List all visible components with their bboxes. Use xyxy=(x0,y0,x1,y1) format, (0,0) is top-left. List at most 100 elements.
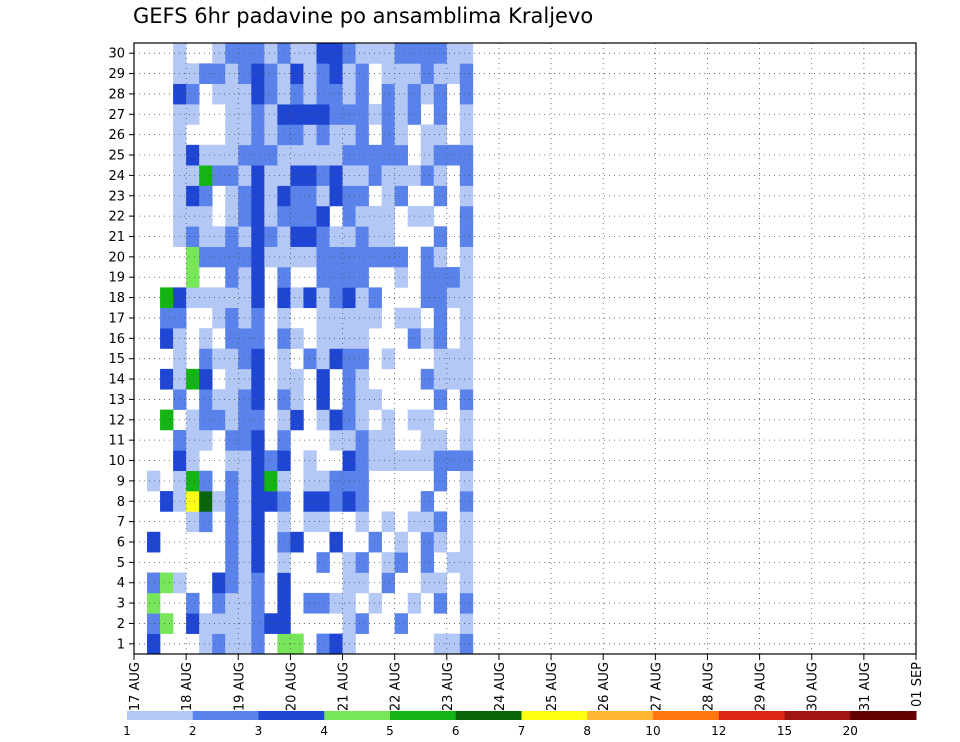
heatmap-cell xyxy=(199,348,213,370)
heatmap-cell xyxy=(212,592,226,614)
heatmap-cell xyxy=(420,63,435,85)
heatmap-cell xyxy=(420,287,435,309)
heatmap-cell xyxy=(329,185,343,207)
heatmap-cell xyxy=(329,592,343,614)
y-tick-label: 16 xyxy=(108,332,125,347)
heatmap-cell xyxy=(433,165,448,186)
heatmap-cell xyxy=(446,287,461,309)
heatmap-cell xyxy=(355,572,369,594)
heatmap-cell xyxy=(186,185,200,207)
heatmap-cell xyxy=(433,185,448,207)
heatmap-cell xyxy=(147,613,161,634)
heatmap-cell xyxy=(433,429,448,451)
colorbar-swatch xyxy=(192,711,259,720)
heatmap-cell xyxy=(225,633,239,655)
heatmap-cell xyxy=(459,531,474,553)
heatmap-cell xyxy=(225,613,239,634)
heatmap-cell xyxy=(212,613,226,634)
heatmap-cell xyxy=(264,104,278,125)
heatmap-cell xyxy=(186,592,200,614)
heatmap-cell xyxy=(355,429,369,451)
heatmap-cell xyxy=(433,450,448,471)
x-tick-label: 30 AUG xyxy=(806,662,821,711)
heatmap-cell xyxy=(394,124,408,146)
x-tick-label: 19 AUG xyxy=(232,662,247,711)
heatmap-cell xyxy=(381,144,395,166)
heatmap-cell xyxy=(264,43,278,64)
heatmap-cell xyxy=(459,43,474,64)
heatmap-cell xyxy=(381,450,395,471)
y-tick-label: 20 xyxy=(108,250,125,265)
heatmap-cell xyxy=(264,246,278,268)
heatmap-cell xyxy=(225,144,239,166)
heatmap-cell xyxy=(186,267,200,288)
heatmap-cell xyxy=(264,226,278,247)
heatmap-cell xyxy=(264,165,278,186)
heatmap-cell xyxy=(355,205,369,227)
heatmap-cell xyxy=(381,63,395,85)
heatmap-cell xyxy=(329,124,343,146)
heatmap-cell xyxy=(225,226,239,247)
y-tick-label: 10 xyxy=(108,454,125,469)
heatmap-cell xyxy=(290,246,304,268)
heatmap-cell xyxy=(433,592,448,614)
x-tick-label: 27 AUG xyxy=(649,662,664,711)
heatmap-cell xyxy=(316,165,330,186)
heatmap-cell xyxy=(316,104,330,125)
heatmap-cell xyxy=(420,165,435,186)
heatmap-cell xyxy=(459,552,474,573)
y-tick-label: 12 xyxy=(108,413,125,428)
chart-title: GEFS 6hr padavine po ansamblima Kraljevo xyxy=(133,4,594,28)
heatmap-cell xyxy=(212,389,226,410)
heatmap-cell xyxy=(199,633,213,655)
heatmap-cell xyxy=(186,287,200,309)
heatmap-cell xyxy=(459,104,474,125)
heatmap-cell xyxy=(251,389,265,410)
heatmap-cell xyxy=(303,165,317,186)
heatmap-cell xyxy=(459,592,474,614)
heatmap-cell xyxy=(355,63,369,85)
heatmap-cell xyxy=(251,43,265,64)
heatmap-cell xyxy=(329,470,343,492)
heatmap-cell xyxy=(316,43,330,64)
heatmap-cell xyxy=(433,226,448,247)
heatmap-cell xyxy=(355,43,369,64)
heatmap-cell xyxy=(290,409,304,431)
heatmap-cell xyxy=(368,144,382,166)
heatmap-cell xyxy=(459,450,474,471)
heatmap-cell xyxy=(225,348,239,370)
heatmap-cell xyxy=(290,389,304,410)
heatmap-cell xyxy=(433,328,448,349)
heatmap-cell xyxy=(355,389,369,410)
heatmap-cell xyxy=(147,633,161,655)
heatmap-cell xyxy=(316,226,330,247)
heatmap-cell xyxy=(381,226,395,247)
heatmap-cell xyxy=(420,144,435,166)
heatmap-cell xyxy=(303,592,317,614)
heatmap-cell xyxy=(420,124,435,146)
heatmap-cell xyxy=(394,185,408,207)
heatmap-cell xyxy=(420,83,435,105)
heatmap-cell xyxy=(225,205,239,227)
heatmap-cell xyxy=(394,165,408,186)
heatmap-cell xyxy=(433,246,448,268)
heatmap-cell xyxy=(147,572,161,594)
heatmap-cell xyxy=(303,246,317,268)
y-tick-label: 6 xyxy=(117,535,125,550)
heatmap-cell xyxy=(212,165,226,186)
heatmap-cell xyxy=(186,368,200,390)
heatmap-cell xyxy=(355,511,369,533)
heatmap-cell xyxy=(212,144,226,166)
heatmap-cell xyxy=(212,409,226,431)
heatmap-cell xyxy=(316,205,330,227)
heatmap-cell xyxy=(251,246,265,268)
heatmap-cell xyxy=(316,470,330,492)
heatmap-cell xyxy=(186,470,200,492)
heatmap-cell xyxy=(394,531,408,553)
heatmap-cell xyxy=(186,246,200,268)
colorbar-swatch xyxy=(784,711,851,720)
heatmap-cell xyxy=(394,307,408,329)
x-tick-label: 17 AUG xyxy=(128,662,143,711)
heatmap-cell xyxy=(251,205,265,227)
colorbar-swatch xyxy=(324,711,391,720)
